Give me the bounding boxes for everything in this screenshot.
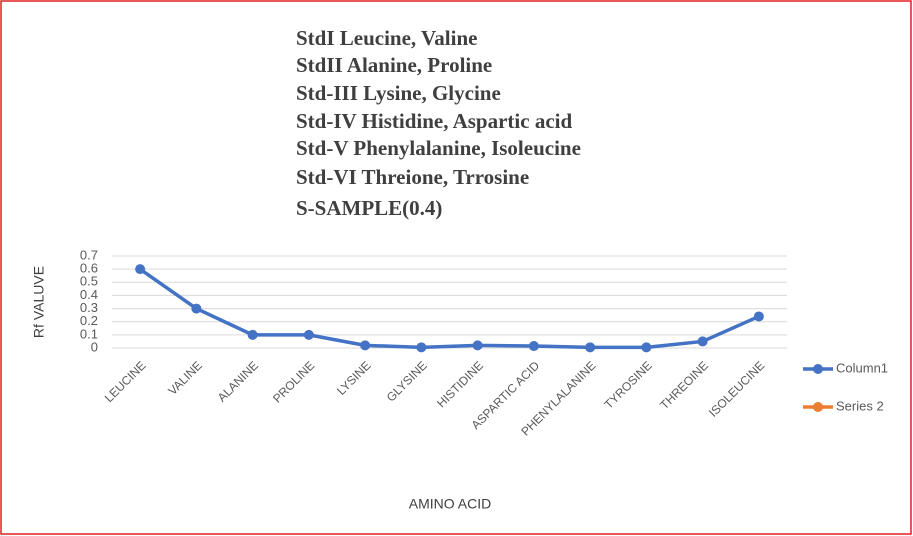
marker — [472, 340, 483, 351]
y-tick-label: 0.1 — [80, 326, 98, 341]
marker — [528, 341, 539, 352]
y-tick-label: 0.6 — [80, 261, 98, 276]
marker — [753, 311, 764, 322]
annotation: Std-IV Histidine, Aspartic acid — [296, 109, 572, 133]
y-tick-label: 0.4 — [80, 287, 98, 302]
annotation: Std-III Lysine, Glycine — [296, 81, 501, 105]
annotation: Std-VI Threione, Trrosine — [296, 165, 529, 189]
marker — [135, 264, 146, 275]
marker — [641, 342, 652, 353]
annotation: StdI Leucine, Valine — [296, 26, 477, 50]
y-axis-title: Rf VALUVE — [31, 266, 47, 338]
marker — [247, 329, 258, 340]
legend-label: Column1 — [836, 360, 888, 375]
marker — [416, 342, 427, 353]
marker — [191, 303, 202, 314]
y-tick-label: 0.7 — [80, 247, 98, 262]
annotation: Std-V Phenylalanine, Isoleucine — [296, 136, 581, 160]
y-tick-label: 0.3 — [80, 300, 98, 315]
y-tick-label: 0.2 — [80, 313, 98, 328]
legend-marker — [813, 402, 823, 412]
y-tick-label: 0.5 — [80, 274, 98, 289]
annotation: StdII Alanine, Proline — [296, 53, 492, 77]
marker — [585, 342, 596, 353]
marker — [697, 336, 708, 347]
annotation: S-SAMPLE(0.4) — [296, 196, 442, 220]
line — [139, 267, 760, 350]
x-axis-title: AMINO ACID — [409, 496, 491, 512]
legend-marker — [813, 364, 823, 374]
y-tick-label: 0 — [91, 339, 98, 354]
legend-label: Series 2 — [836, 398, 884, 413]
marker — [360, 340, 371, 351]
marker — [303, 329, 314, 340]
